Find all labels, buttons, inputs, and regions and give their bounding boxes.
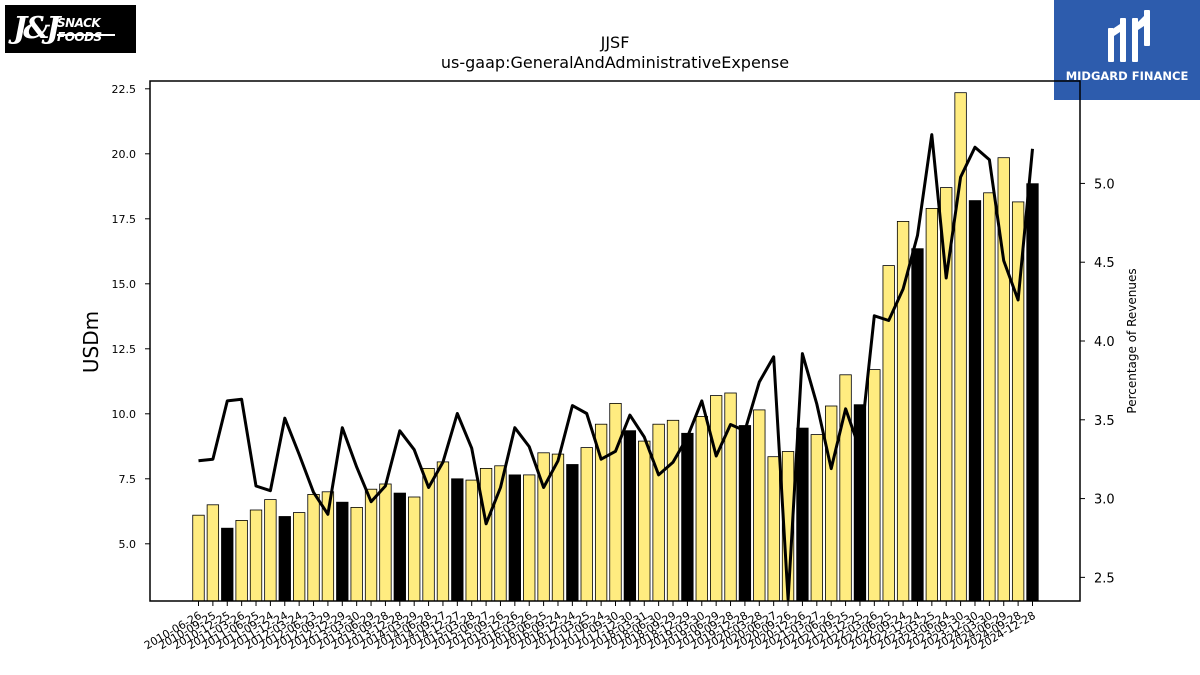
- chart-title: JJSF: [600, 33, 630, 52]
- bar: [738, 425, 752, 602]
- y2-tick-label: 4.5: [1094, 256, 1115, 271]
- y2-tick-label: 3.0: [1094, 493, 1115, 508]
- percentage-line: [198, 133, 1034, 601]
- bar: [983, 192, 996, 602]
- bar: [753, 409, 766, 602]
- logo-rule: [57, 34, 115, 36]
- bar: [278, 516, 291, 602]
- bar: [221, 527, 234, 602]
- bar: [551, 453, 565, 602]
- bar: [767, 456, 780, 602]
- y2-axis-label: Percentage of Revenues: [1125, 268, 1139, 413]
- chart-subtitle: us-gaap:GeneralAndAdministrativeExpense: [441, 53, 789, 72]
- bar: [249, 509, 263, 602]
- y2-tick-label: 4.0: [1094, 335, 1115, 350]
- bar: [652, 423, 665, 602]
- y2-tick-label: 5.0: [1094, 177, 1115, 192]
- bar: [1026, 183, 1039, 602]
- y-tick-label: 15.0: [112, 278, 137, 291]
- bar: [408, 496, 421, 602]
- bar: [523, 474, 536, 602]
- y-tick-label: 20.0: [112, 148, 137, 161]
- bar: [666, 419, 680, 602]
- bar: [336, 501, 349, 602]
- bar: [393, 492, 406, 602]
- bar: [925, 207, 938, 602]
- bar: [609, 402, 622, 602]
- bar: [307, 493, 320, 602]
- y2-tick-label: 3.5: [1094, 414, 1115, 429]
- y-tick-label: 10.0: [112, 408, 137, 421]
- jj-logo-mark: J&J: [13, 11, 61, 46]
- bar: [235, 520, 248, 602]
- y-tick-label: 12.5: [112, 343, 137, 356]
- y-tick-label: 17.5: [112, 213, 137, 226]
- bar: [580, 447, 593, 602]
- y2-tick-label: 2.5: [1094, 571, 1115, 586]
- snack-foods-wordmark: SNACK FOODS: [57, 16, 102, 44]
- bar: [968, 200, 982, 602]
- bar: [695, 415, 708, 602]
- bar: [868, 369, 881, 602]
- bar: [465, 479, 478, 602]
- bar: [508, 474, 521, 602]
- bar: [436, 461, 450, 602]
- bar: [796, 427, 809, 602]
- jj-snack-foods-logo: J&J SNACK FOODS: [5, 5, 136, 53]
- bar: [293, 512, 306, 602]
- bar: [451, 478, 464, 602]
- bar: [379, 483, 392, 602]
- midgard-finance-logo: MIDGARD FINANCE: [1054, 0, 1200, 100]
- y-tick-label: 5.0: [119, 538, 137, 551]
- y-tick-label: 7.5: [119, 473, 137, 486]
- bar: [825, 405, 838, 602]
- y-axis-label: USDm: [79, 311, 103, 373]
- y-tick-label: 22.5: [112, 83, 137, 96]
- midgard-m-icon: [1108, 10, 1150, 62]
- bar: [192, 514, 205, 602]
- bar: [810, 434, 823, 602]
- bar: [710, 395, 723, 602]
- bar: [638, 440, 651, 602]
- bar: [681, 432, 694, 602]
- midgard-finance-wordmark: MIDGARD FINANCE: [1065, 69, 1189, 83]
- bar: [882, 265, 895, 602]
- bar: [623, 430, 637, 602]
- bar: [566, 464, 579, 602]
- bar: [350, 506, 363, 602]
- bar: [479, 467, 493, 602]
- bar: [364, 488, 378, 602]
- bar: [911, 248, 924, 602]
- bar: [264, 499, 277, 602]
- bar: [206, 504, 220, 602]
